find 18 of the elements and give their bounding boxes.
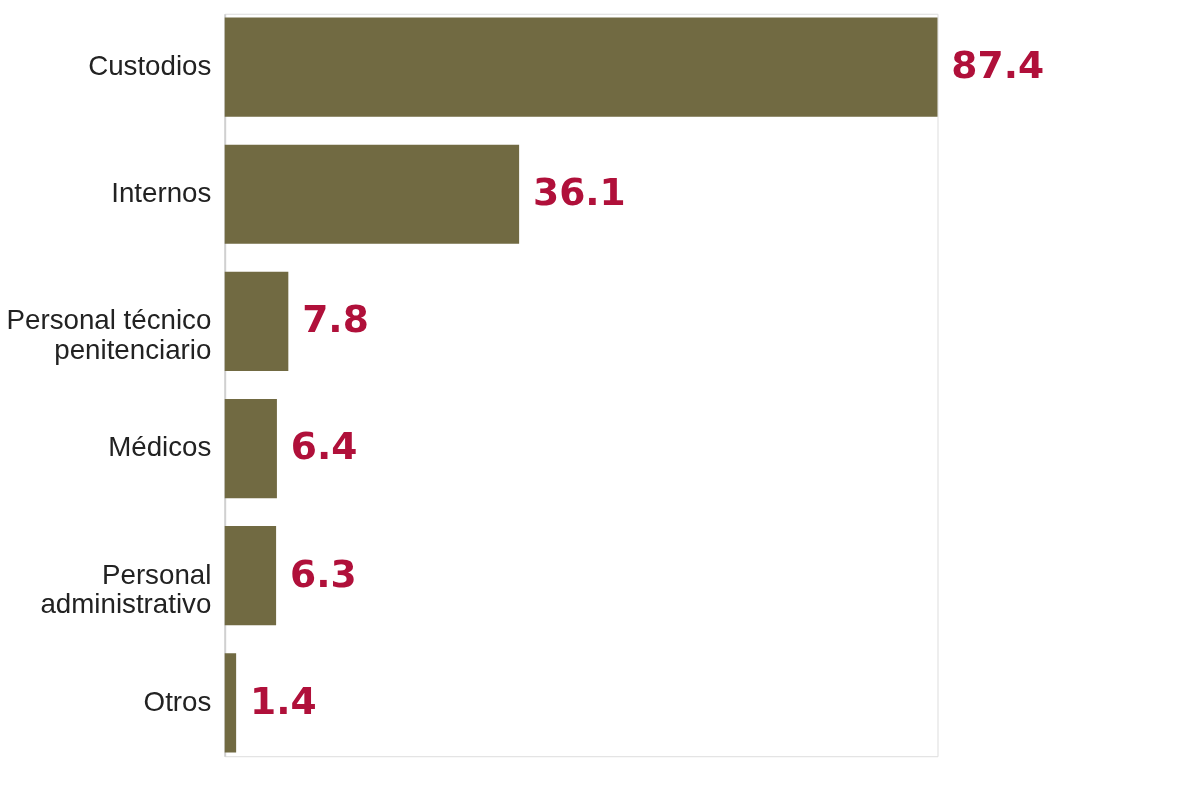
- data-label: 6.4: [290, 424, 358, 469]
- data-label: 87.4: [951, 43, 1045, 88]
- bar: [224, 17, 938, 117]
- y-tick-label: Internos: [111, 177, 212, 209]
- bar: [224, 271, 289, 371]
- data-label: 36.1: [532, 170, 626, 215]
- y-tick-label: Personal administrativo: [40, 558, 212, 620]
- bar: [224, 144, 520, 244]
- y-tick-label: Personal técnico penitenciario: [6, 304, 212, 366]
- data-label: 7.8: [302, 297, 369, 342]
- bar: [224, 653, 237, 753]
- y-tick-label: Otros: [143, 685, 212, 717]
- y-tick-label: Custodios: [88, 50, 212, 82]
- bar: [224, 526, 277, 626]
- data-label: 1.4: [250, 678, 317, 723]
- bar: [224, 398, 277, 499]
- y-tick-label: Médicos: [108, 431, 212, 463]
- data-label: 6.3: [289, 551, 357, 596]
